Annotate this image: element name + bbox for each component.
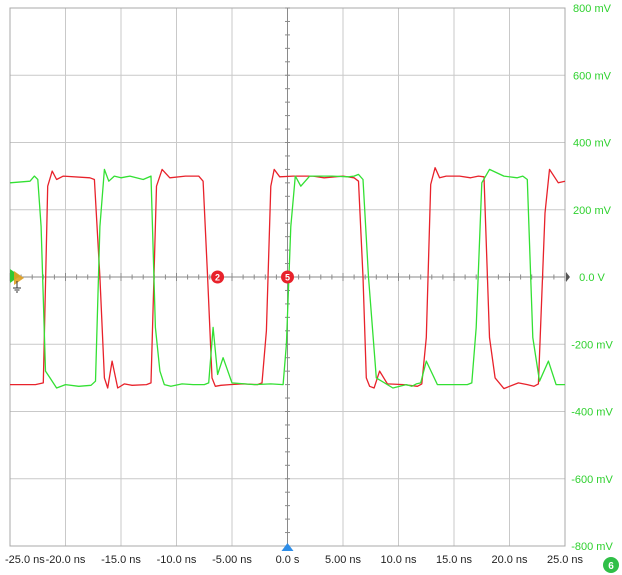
x-tick-label: 25.0 ns <box>547 554 584 566</box>
x-tick-label: 0.0 s <box>276 554 300 566</box>
cursor-marker-2[interactable]: 2 <box>211 271 224 284</box>
y-tick-label: 200 mV <box>573 205 612 217</box>
y-tick-label: 0.0 V <box>579 272 605 284</box>
cursor-marker-5[interactable]: 5 <box>281 271 294 284</box>
y-tick-label: 600 mV <box>573 70 612 82</box>
cursor-marker-label: 5 <box>285 273 290 283</box>
y-tick-label: -600 mV <box>571 474 613 486</box>
x-tick-label: -5.00 ns <box>212 554 252 566</box>
x-tick-label: -15.0 ns <box>101 554 141 566</box>
x-tick-label: -20.0 ns <box>46 554 86 566</box>
cursor-marker-label: 2 <box>215 273 220 283</box>
y-tick-label: -400 mV <box>571 407 613 419</box>
x-tick-label: 5.00 ns <box>325 554 362 566</box>
x-tick-label: 20.0 ns <box>491 554 528 566</box>
x-tick-label: 15.0 ns <box>436 554 473 566</box>
x-tick-label: 10.0 ns <box>380 554 417 566</box>
channel-badge[interactable]: 6 <box>603 557 619 573</box>
y-tick-label: 400 mV <box>573 138 612 150</box>
y-tick-label: -800 mV <box>571 541 613 553</box>
x-tick-label: -25.0 ns <box>5 554 45 566</box>
x-tick-label: -10.0 ns <box>157 554 197 566</box>
channel-badge-label: 6 <box>608 561 614 572</box>
y-tick-label: -200 mV <box>571 339 613 351</box>
y-tick-label: 800 mV <box>573 3 612 15</box>
